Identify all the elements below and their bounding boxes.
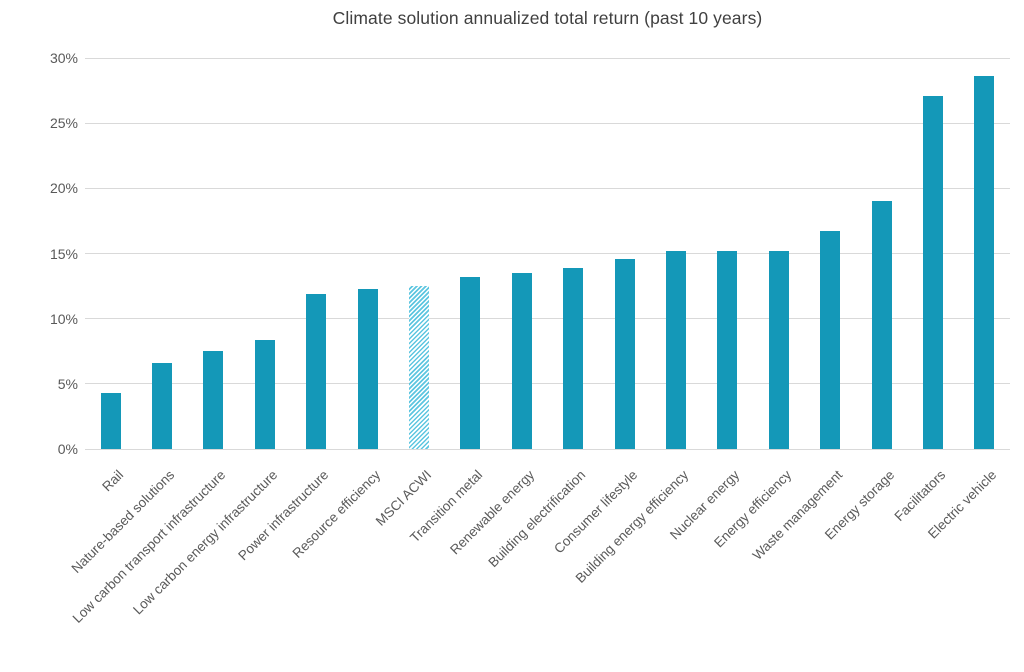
gridline-20 bbox=[85, 187, 1010, 189]
gridline-5 bbox=[85, 383, 1010, 385]
bar-building-energy-efficiency bbox=[665, 250, 686, 449]
gridline-0 bbox=[85, 448, 1010, 450]
bar-low-carbon-energy-infrastructure bbox=[254, 339, 275, 449]
bar-msci-acwi bbox=[409, 286, 430, 449]
bar-rail bbox=[100, 392, 121, 449]
x-axis-tick-label: Power infrastructure bbox=[235, 467, 332, 564]
y-axis-tick-label: 10% bbox=[49, 310, 78, 327]
x-axis-tick-label: Nature-based solutions bbox=[68, 467, 178, 576]
x-axis-tick-label: Waste management bbox=[749, 467, 846, 563]
bar-renewable-energy bbox=[511, 273, 532, 449]
y-axis-tick-label: 0% bbox=[57, 441, 78, 457]
y-axis-tick-label: 5% bbox=[57, 375, 78, 392]
bar-low-carbon-transport-infrastructure bbox=[203, 351, 224, 449]
x-axis-tick-label: Resource efficiency bbox=[289, 467, 383, 561]
chart-title: Climate solution annualized total return… bbox=[332, 8, 763, 28]
bar-energy-storage bbox=[871, 201, 892, 449]
bar-building-electrification bbox=[563, 267, 584, 449]
gridline-15 bbox=[85, 253, 1010, 254]
y-axis-tick-label: 25% bbox=[49, 115, 78, 132]
bar-facilitators bbox=[922, 95, 943, 449]
bar-energy-efficiency bbox=[768, 250, 789, 449]
x-axis-tick-label: Building electrification bbox=[485, 467, 589, 571]
bar-nature-based-solutions bbox=[152, 362, 173, 449]
y-axis-tick-label: 20% bbox=[49, 180, 78, 197]
y-axis-tick-label: 30% bbox=[49, 50, 78, 66]
bar-transition-metal bbox=[460, 276, 481, 449]
y-axis-tick-label: 15% bbox=[49, 245, 78, 262]
x-axis-tick-label: Rail bbox=[98, 467, 126, 495]
bar-resource-efficiency bbox=[357, 288, 378, 449]
gridline-30 bbox=[85, 57, 1010, 59]
gridline-25 bbox=[85, 122, 1010, 124]
gridline-10 bbox=[85, 318, 1010, 320]
bar-waste-management bbox=[820, 231, 841, 449]
bar-nuclear-energy bbox=[717, 250, 738, 449]
bar-electric-vehicle bbox=[974, 76, 995, 449]
bar-power-infrastructure bbox=[306, 293, 327, 449]
bar-consumer-lifestyle bbox=[614, 258, 635, 449]
